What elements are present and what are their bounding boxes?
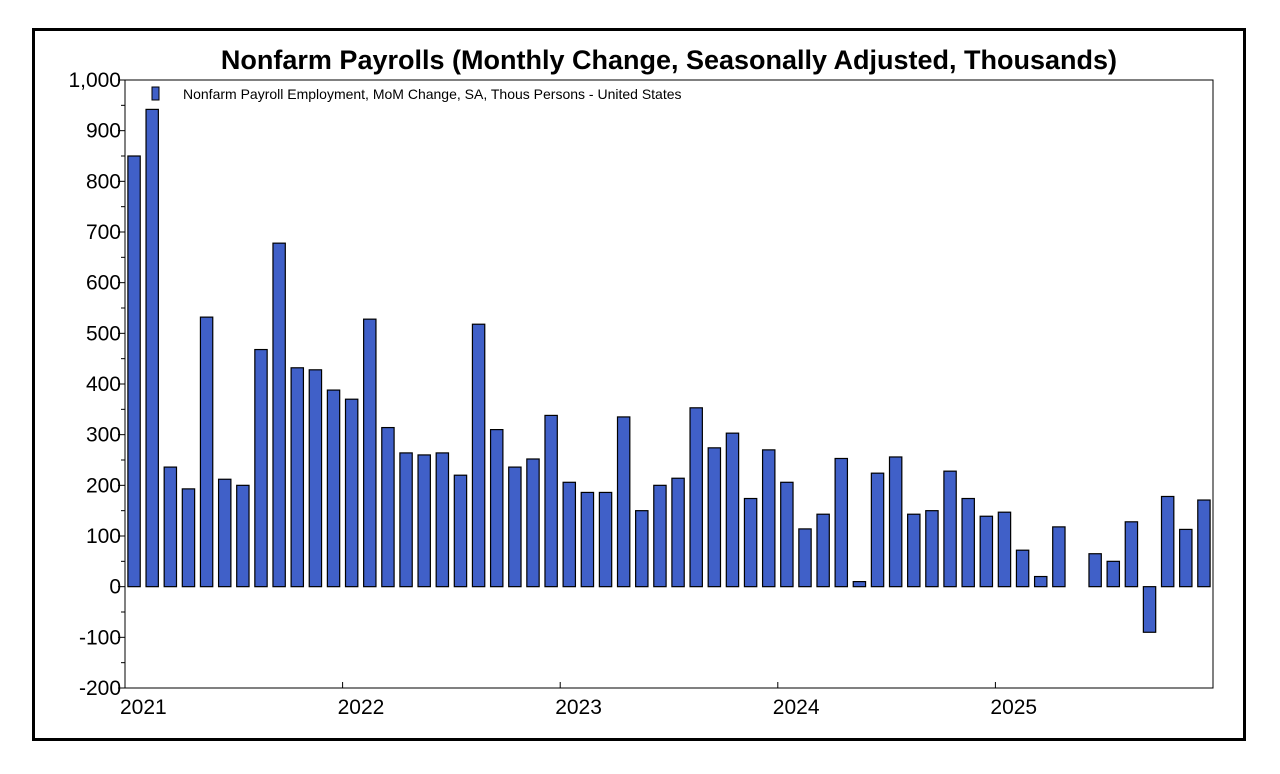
bar-chart: Nonfarm Payrolls (Monthly Change, Season… [68, 45, 1214, 719]
plot-border [124, 79, 1214, 689]
y-tick-label: 200 [86, 474, 121, 497]
bar [236, 484, 250, 588]
bar [1033, 575, 1048, 588]
bar [852, 580, 867, 588]
bar [1142, 586, 1157, 633]
x-tick-label: 2021 [120, 696, 167, 719]
legend-label: Nonfarm Payroll Employment, MoM Change, … [183, 86, 682, 102]
bar [508, 466, 522, 588]
y-tick-label: 300 [86, 424, 121, 447]
bar [1106, 560, 1121, 588]
bar [616, 416, 631, 588]
x-tick-label: 2025 [990, 696, 1037, 719]
bar [145, 108, 159, 588]
y-tick-label: 100 [86, 525, 121, 548]
bar [163, 466, 178, 588]
bar [1052, 526, 1066, 588]
y-tick-label: 800 [86, 170, 121, 193]
bar [1179, 528, 1193, 588]
plot-area: -200 -100 0 100 200 300 400 500 600 700 800 900 1,00… [68, 69, 1214, 719]
chart-frame: Nonfarm Payrolls (Monthly Change, Season… [32, 28, 1246, 741]
bar [1124, 521, 1139, 588]
bar [544, 414, 558, 588]
y-tick-label: -100 [79, 626, 121, 649]
bar [580, 491, 595, 588]
bar [308, 369, 323, 588]
bar [870, 472, 885, 588]
bar [1015, 549, 1030, 588]
y-tick-label: -200 [79, 677, 121, 700]
x-tick-label: 2024 [773, 696, 820, 719]
bar [671, 477, 685, 588]
bar [689, 407, 703, 588]
bar [217, 478, 232, 588]
bar [780, 481, 794, 588]
bar [435, 452, 450, 588]
x-tick-label: 2022 [338, 696, 385, 719]
bar [907, 513, 921, 588]
bar [526, 458, 540, 588]
bar [399, 452, 413, 588]
bar [925, 510, 939, 588]
bar [453, 474, 468, 588]
bar [381, 426, 395, 588]
legend-swatch [151, 86, 160, 101]
bar [471, 323, 486, 588]
chart-title: Nonfarm Payrolls (Monthly Change, Season… [221, 45, 1117, 75]
x-tick-label: 2023 [555, 696, 602, 719]
bar [181, 488, 196, 588]
y-tick-label: 700 [86, 221, 121, 244]
bar [743, 497, 758, 588]
bar [798, 528, 812, 588]
bar [653, 484, 667, 588]
y-tick-label: 500 [86, 322, 121, 345]
bar [254, 348, 268, 588]
bar [979, 515, 994, 588]
bar [997, 511, 1012, 588]
bar [363, 318, 377, 588]
bar [943, 470, 957, 588]
bar [417, 454, 431, 588]
bar [489, 429, 504, 588]
bar [127, 155, 141, 588]
y-tick-label: 900 [86, 120, 121, 143]
y-tick-label: 0 [109, 576, 121, 599]
bar [598, 491, 613, 588]
bar [290, 367, 305, 588]
bar [635, 510, 649, 588]
y-tick-label: 400 [86, 373, 121, 396]
bar [1088, 553, 1102, 588]
y-tick-label: 600 [86, 272, 121, 295]
bar [961, 497, 975, 588]
bar [326, 389, 341, 588]
bar [888, 456, 903, 588]
bar [707, 447, 722, 588]
bar [272, 242, 286, 588]
y-tick-label: 1,000 [68, 69, 121, 92]
bar [1160, 495, 1175, 588]
bar [834, 457, 849, 588]
bar [761, 449, 776, 588]
bar [562, 481, 577, 588]
bar [725, 432, 740, 588]
bar [816, 513, 830, 588]
bar [344, 398, 359, 588]
bar [199, 316, 214, 588]
bar [1197, 499, 1211, 588]
